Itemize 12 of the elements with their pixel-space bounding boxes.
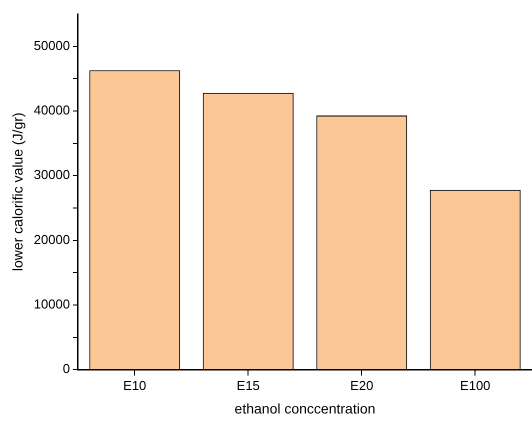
y-tick-label: 40000 xyxy=(34,102,70,118)
y-tick-label: 10000 xyxy=(34,296,70,312)
x-tick-label: E20 xyxy=(350,378,374,393)
y-tick-label: 20000 xyxy=(34,232,70,247)
y-tick-label: 30000 xyxy=(34,167,70,182)
y-tick-label: 50000 xyxy=(34,38,70,53)
x-tick-label: E10 xyxy=(123,378,146,393)
y-axis-title: lower calorific value (J/gr) xyxy=(9,112,26,272)
y-tick-label: 0 xyxy=(62,361,70,376)
x-axis-title: ethanol conccentration xyxy=(234,400,376,416)
x-tick-label: E15 xyxy=(236,378,260,393)
x-tick-label: E100 xyxy=(460,378,490,393)
